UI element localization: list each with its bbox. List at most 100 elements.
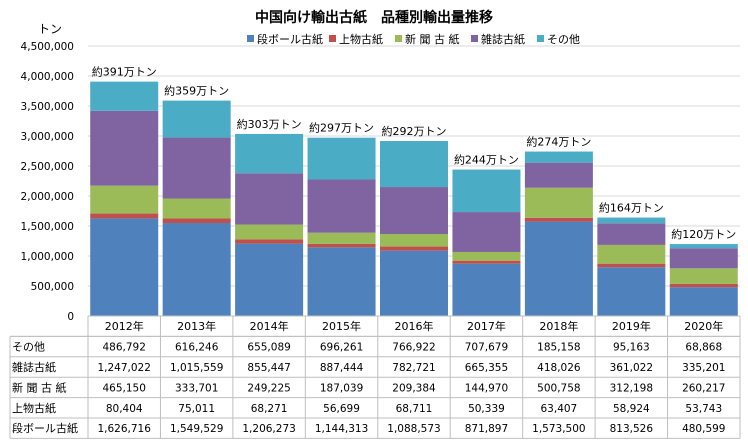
table-cell: 1,015,559 — [170, 362, 223, 374]
y-tick-label: 2,000,000 — [21, 191, 74, 203]
category-label: 2013年 — [177, 319, 216, 333]
bar-segment — [669, 268, 738, 284]
table-cell: 1,573,500 — [532, 423, 585, 435]
bar-segment — [90, 185, 159, 214]
table-cell: 707,679 — [465, 342, 508, 354]
bar-segment — [307, 247, 376, 316]
table-cell: 1,088,573 — [387, 423, 440, 435]
y-tick-label: 1,500,000 — [21, 221, 74, 233]
legend-swatch — [395, 35, 402, 42]
table-cell: 95,163 — [613, 342, 650, 354]
table-row-label: 上物古紙 — [12, 401, 56, 415]
table-cell: 1,247,022 — [97, 362, 150, 374]
bar-segment — [90, 110, 159, 186]
total-label: 約244万トン — [454, 153, 519, 167]
legend-swatch — [537, 35, 544, 42]
table-cell: 616,246 — [175, 342, 219, 354]
bar-segment — [235, 224, 304, 240]
table-cell: 260,217 — [682, 382, 725, 394]
table-cell: 63,407 — [541, 403, 578, 415]
bar-segment — [597, 263, 666, 268]
bars — [90, 81, 738, 316]
bar-segment — [380, 233, 448, 247]
bar-segment — [669, 248, 738, 269]
bar-segment — [597, 223, 666, 245]
bar-segment — [669, 244, 738, 249]
bar-segment — [162, 100, 231, 138]
category-label: 2014年 — [250, 319, 289, 333]
table-cell: 249,225 — [247, 382, 290, 394]
category-label: 2016年 — [395, 319, 434, 333]
bar-segment — [597, 244, 666, 264]
table-cell: 887,444 — [320, 362, 364, 374]
total-label: 約120万トン — [671, 227, 736, 241]
bar-segment — [162, 218, 231, 224]
total-label: 約359万トン — [164, 84, 229, 98]
bar-segment — [307, 243, 376, 248]
bar-segment — [597, 267, 666, 316]
table-cell: 80,404 — [106, 403, 143, 415]
bar-segment — [524, 187, 593, 218]
table-cell: 53,743 — [685, 403, 722, 415]
bar-segment — [90, 218, 159, 316]
table-cell: 50,339 — [468, 403, 505, 415]
legend-swatch — [247, 35, 254, 42]
bar-segment — [235, 133, 304, 174]
bar-segment — [380, 250, 448, 316]
table-cell: 855,447 — [247, 362, 290, 374]
table-cell: 1,626,716 — [97, 423, 151, 435]
legend-swatch — [329, 35, 336, 42]
bar-segment — [307, 137, 376, 180]
table-cell: 486,792 — [103, 342, 146, 354]
table-row-label: その他 — [12, 341, 45, 354]
bar-segment — [597, 217, 666, 224]
table-cell: 68,711 — [396, 403, 433, 415]
category-label: 2015年 — [322, 319, 361, 333]
bar-segment — [452, 260, 521, 264]
category-label: 2018年 — [539, 319, 578, 333]
table-cell: 655,089 — [247, 342, 290, 354]
table-cell: 766,922 — [392, 342, 435, 354]
table-cell: 56,699 — [323, 403, 360, 415]
bar-segment — [307, 179, 376, 233]
table-cell: 361,022 — [610, 362, 653, 374]
table-cell: 871,897 — [465, 423, 508, 435]
table-cell: 1,549,529 — [170, 423, 223, 435]
y-tick-label: 2,500,000 — [21, 161, 74, 173]
y-tick-label: 4,000,000 — [21, 71, 74, 83]
table-row-label: 雑誌古紙 — [12, 360, 56, 374]
table-cell: 665,355 — [465, 362, 508, 374]
bar-segment — [452, 251, 521, 261]
bar-segment — [162, 223, 231, 316]
y-tick-label: 0 — [67, 311, 74, 323]
table-cell: 480,599 — [682, 423, 725, 435]
total-label: 約303万トン — [237, 117, 302, 131]
table-cell: 312,198 — [610, 382, 653, 394]
bar-segment — [162, 137, 231, 199]
total-label: 約274万トン — [526, 135, 591, 149]
table-cell: 75,011 — [178, 403, 215, 415]
table-cell: 500,758 — [537, 382, 580, 394]
table-cell: 335,201 — [682, 362, 725, 374]
table-cell: 813,526 — [610, 423, 654, 435]
table-cell: 209,384 — [392, 382, 436, 394]
bar-segment — [380, 187, 448, 234]
table-cell: 782,721 — [392, 362, 435, 374]
chart-title: 中国向け輸出古紙 品種別輸出量推移 — [255, 9, 493, 26]
bar-segment — [524, 221, 593, 316]
total-label: 約391万トン — [92, 65, 157, 79]
total-label: 約164万トン — [599, 201, 664, 215]
legend-label: その他 — [547, 33, 580, 46]
table-cell: 465,150 — [103, 382, 146, 394]
bar-segment — [235, 239, 304, 244]
table-cell: 187,039 — [320, 382, 363, 394]
y-tick-label: 1,000,000 — [21, 251, 74, 263]
category-label: 2012年 — [105, 319, 144, 333]
total-label: 約292万トン — [382, 124, 447, 138]
bar-segment — [669, 287, 738, 316]
legend: 段ボール古紙 上物古紙 新 聞 古 紙 雑誌古紙 その他 — [247, 32, 580, 46]
legend-label: 段ボール古紙 — [257, 32, 323, 46]
bar-segment — [235, 243, 304, 316]
legend-label: 新 聞 古 紙 — [405, 32, 460, 46]
